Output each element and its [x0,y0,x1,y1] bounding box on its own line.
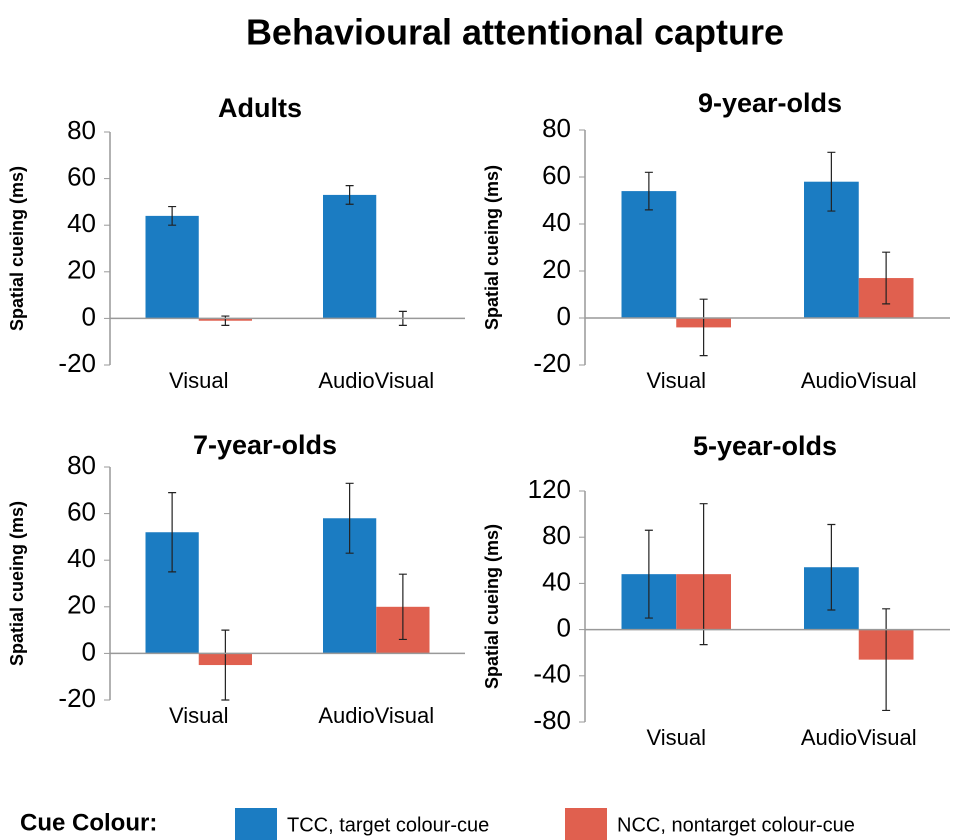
bar [621,191,677,318]
x-tick-label: Visual [646,725,706,750]
y-axis-label: Spatial cueing (ms) [482,165,502,330]
error-bar [882,251,891,305]
legend-swatch [565,808,607,840]
legend-title: Cue Colour: [20,809,157,836]
y-tick-label: 20 [67,255,96,285]
y-axis-label: Spatial cueing (ms) [482,524,502,689]
error-bar [168,492,177,573]
x-tick-label: AudioVisual [801,725,917,750]
x-tick-label: Visual [169,368,229,393]
y-tick-label: 40 [67,543,96,573]
legend-swatch [235,808,277,840]
y-tick-label: -80 [533,705,571,735]
y-tick-label: -20 [58,683,96,713]
x-tick-label: AudioVisual [318,703,434,728]
legend-label: TCC, target colour-cue [287,814,489,836]
error-bar [827,151,836,212]
y-tick-label: 80 [542,113,571,143]
error-bar [827,523,836,611]
y-axis-label: Spatial cueing (ms) [7,501,27,666]
y-tick-label: 0 [557,612,571,642]
y-tick-label: 0 [82,301,96,331]
y-tick-label: 20 [67,590,96,620]
y-axis-label: Spatial cueing (ms) [7,166,27,331]
figure-title: Behavioural attentional capture [246,12,784,53]
error-bar [882,608,891,712]
x-tick-label: AudioVisual [318,368,434,393]
y-tick-label: 60 [67,161,96,191]
y-tick-label: 0 [82,636,96,666]
y-tick-label: -20 [533,348,571,378]
x-tick-label: AudioVisual [801,368,917,393]
error-bar [221,629,230,701]
y-tick-label: 80 [67,450,96,480]
y-tick-label: 80 [542,520,571,550]
panel-title: Adults [218,93,302,123]
y-tick-label: -40 [533,659,571,689]
y-tick-label: 0 [557,301,571,331]
y-tick-label: 40 [542,207,571,237]
error-bar [221,315,230,326]
y-tick-label: 40 [542,566,571,596]
bar [145,215,199,319]
error-bar [345,184,354,205]
y-tick-label: 120 [528,474,571,504]
panel-title: 7-year-olds [193,430,337,460]
y-tick-label: 60 [67,496,96,526]
y-tick-label: 80 [67,115,96,145]
legend-label: NCC, nontarget colour-cue [617,814,855,836]
error-bar [644,171,653,211]
x-tick-label: Visual [646,368,706,393]
y-tick-label: -20 [58,348,96,378]
y-tick-label: 60 [542,160,571,190]
error-bar [345,482,354,554]
error-bar [398,573,407,641]
panel-title: 5-year-olds [693,431,837,461]
y-tick-label: 20 [542,254,571,284]
y-tick-label: 40 [67,208,96,238]
bar [323,194,377,319]
error-bar [699,503,708,646]
error-bar [644,529,653,619]
error-bar [699,298,708,357]
error-bar [168,205,177,226]
x-tick-label: Visual [169,703,229,728]
panel-title: 9-year-olds [698,88,842,118]
